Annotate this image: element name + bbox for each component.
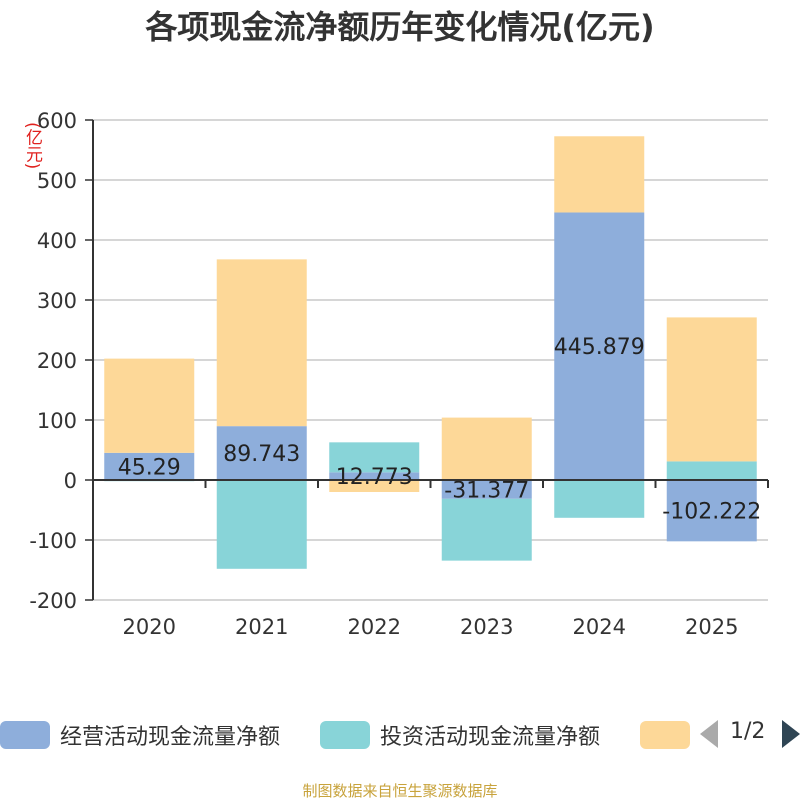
- y-tick-label: 100: [37, 409, 77, 433]
- x-tick-label-2022: 2022: [348, 615, 401, 639]
- x-tick-label-2024: 2024: [573, 615, 626, 639]
- y-tick-label: 300: [37, 289, 77, 313]
- bar-investing-2023: [441, 498, 532, 561]
- data-label-operating-2022: 12.773: [336, 465, 413, 490]
- bar-financing-2021: [216, 259, 307, 427]
- bar-operating-2021: [216, 426, 307, 480]
- x-tick-label-2020: 2020: [123, 615, 176, 639]
- x-tick-label-2023: 2023: [460, 615, 513, 639]
- legend-swatch-operating: [0, 721, 50, 749]
- data-label-operating-2024: 445.879: [554, 335, 645, 360]
- y-tick-label: 500: [37, 169, 77, 193]
- data-label-operating-2020: 45.29: [118, 455, 181, 480]
- bar-operating-2024: [554, 212, 645, 480]
- data-source-note: 制图数据来自恒生聚源数据库: [302, 782, 498, 800]
- bar-investing-2022: [329, 442, 420, 473]
- bar-operating-2022: [329, 472, 420, 480]
- bar-chart: 600 500 400 300 200 100 0 -100 -200 2020 2021 2022 2…: [29, 109, 769, 639]
- legend-label-investing: 投资活动现金流量净额: [380, 725, 601, 750]
- x-tick-label-2025: 2025: [685, 615, 738, 639]
- legend-prev-arrow-icon[interactable]: [700, 720, 718, 748]
- legend-item-investing[interactable]: 投资活动现金流量净额: [320, 716, 600, 754]
- legend-swatch-investing: [320, 721, 370, 749]
- y-tick-label: 200: [37, 349, 77, 373]
- chart-title: 各项现金流净额历年变化情况(亿元): [145, 8, 655, 46]
- y-axis-unit: (亿元): [22, 122, 42, 170]
- x-tick-label-2021: 2021: [235, 615, 288, 639]
- data-label-operating-2021: 89.743: [223, 442, 300, 467]
- legend-next-arrow-icon[interactable]: [782, 720, 800, 748]
- data-label-operating-2025: -102.222: [662, 500, 761, 525]
- bar-investing-2021: [216, 480, 307, 569]
- data-label-operating-2023: -31.377: [444, 478, 529, 503]
- legend-item-operating[interactable]: 经营活动现金流量净额: [0, 716, 280, 754]
- bar-financing-2024: [554, 136, 645, 213]
- bar-operating-2020: [104, 452, 195, 480]
- bar-operating-2025: [666, 480, 757, 542]
- legend-item-financing[interactable]: [640, 716, 700, 754]
- bar-financing-2022: [329, 480, 420, 492]
- y-tick-label: 600: [37, 109, 77, 133]
- bar-investing-2024: [554, 480, 645, 518]
- legend-page-indicator: 1/2: [730, 719, 766, 744]
- y-tick-label: 400: [37, 229, 77, 253]
- y-tick-label: -200: [29, 589, 77, 613]
- legend-swatch-financing: [640, 721, 690, 749]
- legend: 经营活动现金流量净额 投资活动现金流量净额: [0, 716, 800, 756]
- legend-label-operating: 经营活动现金流量净额: [60, 725, 281, 750]
- y-tick-label: -100: [29, 529, 77, 553]
- bar-financing-2025: [666, 317, 757, 462]
- y-tick-label: 0: [64, 469, 77, 493]
- bar-operating-2023: [441, 480, 532, 499]
- bar-investing-2025: [666, 461, 757, 480]
- bar-financing-2023: [441, 417, 532, 480]
- bar-financing-2020: [104, 358, 195, 453]
